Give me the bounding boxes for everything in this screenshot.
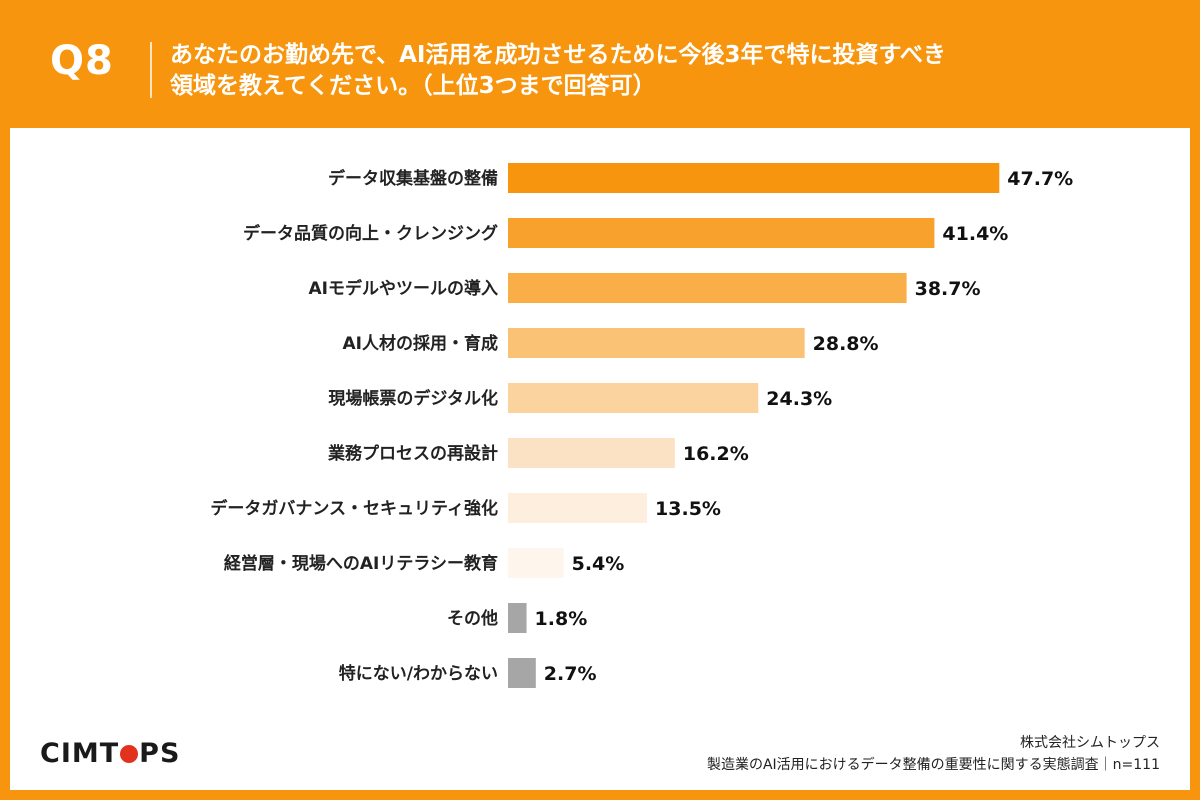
category-label: その他 <box>447 608 498 629</box>
bar <box>508 438 675 468</box>
category-label: データ収集基盤の整備 <box>328 168 498 189</box>
value-label: 41.4% <box>942 223 1008 245</box>
question-number: Q8 <box>50 38 114 84</box>
bar <box>508 548 564 578</box>
bar <box>508 603 527 633</box>
question-header: Q8 あなたのお勤め先で、AI活用を成功させるために今後3年で特に投資すべき 領… <box>0 0 1200 128</box>
value-label: 38.7% <box>915 278 981 300</box>
category-label: 特にない/わからない <box>339 663 498 684</box>
value-label: 47.7% <box>1007 168 1073 190</box>
question-line-2: 領域を教えてください。（上位3つまで回答可） <box>170 73 656 99</box>
bar-chart: データ収集基盤の整備 47.7% データ品質の向上・クレンジング 41.4% AIモデル… <box>210 163 1073 688</box>
value-label: 5.4% <box>572 553 625 575</box>
question-text: あなたのお勤め先で、AI活用を成功させるために今後3年で特に投資すべき 領域を教… <box>170 40 1150 102</box>
value-label: 28.8% <box>813 333 879 355</box>
survey-name: 製造業のAI活用におけるデータ整備の重要性に関する実態調査｜n=111 <box>706 757 1160 773</box>
chart-panel: データ収集基盤の整備 47.7% データ品質の向上・クレンジング 41.4% AIモデル… <box>10 128 1190 790</box>
value-label: 24.3% <box>766 388 832 410</box>
bar <box>508 273 907 303</box>
header-divider <box>150 42 152 98</box>
value-label: 13.5% <box>655 498 721 520</box>
logo-dot-icon <box>120 745 139 763</box>
category-label: データガバナンス・セキュリティ強化 <box>210 498 498 519</box>
logo-text-right: PS <box>139 738 181 769</box>
question-line-1: あなたのお勤め先で、AI活用を成功させるために今後3年で特に投資すべき <box>170 42 946 68</box>
bar <box>508 328 805 358</box>
value-label: 16.2% <box>683 443 749 465</box>
category-label: AI人材の採用・育成 <box>343 333 498 354</box>
category-label: 経営層・現場へのAIリテラシー教育 <box>224 553 498 574</box>
source-note: 株式会社シムトップス 製造業のAI活用におけるデータ整備の重要性に関する実態調査… <box>707 732 1160 776</box>
category-label: 現場帳票のデジタル化 <box>328 388 498 409</box>
bar <box>508 493 648 523</box>
bar <box>508 218 935 248</box>
category-label: 業務プロセスの再設計 <box>328 443 498 464</box>
value-label: 1.8% <box>535 608 588 630</box>
cimtops-logo: CIMT PS <box>40 738 180 769</box>
category-label: AIモデルやツールの導入 <box>309 278 498 299</box>
bar <box>508 658 536 688</box>
company-name: 株式会社シムトップス <box>1020 735 1160 751</box>
bar <box>508 163 1000 193</box>
value-label: 2.7% <box>544 663 597 685</box>
category-label: データ品質の向上・クレンジング <box>243 223 498 244</box>
logo-text-left: CIMT <box>40 738 120 769</box>
bar <box>508 383 759 413</box>
